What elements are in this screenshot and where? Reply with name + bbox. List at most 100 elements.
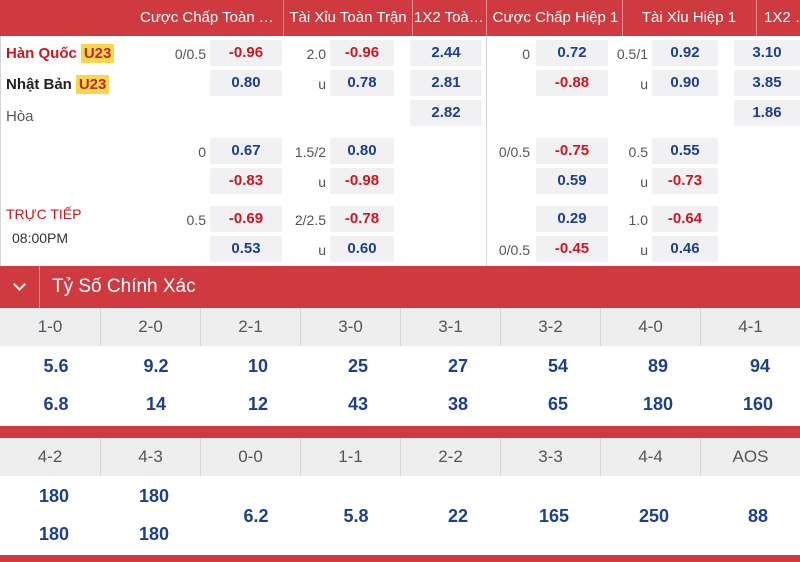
handicap-line: 0/0.5 (498, 144, 530, 160)
score-odds[interactable]: 25 (347, 356, 369, 376)
odds-button[interactable]: -0.75 (536, 138, 608, 164)
score-odds[interactable]: 94 (749, 356, 771, 376)
chevron-down-icon[interactable] (0, 266, 40, 308)
col-header-overunder-ft[interactable]: Tài Xỉu Toàn Trận (289, 9, 407, 26)
odds-button[interactable]: -0.69 (210, 206, 282, 232)
score-odds[interactable]: 12 (247, 394, 269, 414)
score-odds[interactable]: 165 (538, 506, 570, 526)
odds-button[interactable]: 0.60 (330, 236, 394, 262)
score-odds[interactable]: 27 (447, 356, 469, 376)
odds-button[interactable]: 2.44 (410, 40, 482, 66)
score-odds[interactable]: 5.8 (343, 506, 369, 526)
column-divider (486, 36, 487, 266)
odds-button[interactable]: 0.80 (210, 70, 282, 96)
score-odds[interactable]: 43 (347, 394, 369, 414)
total-line: u (640, 242, 648, 258)
col-header-handicap-ft[interactable]: Cược Chấp Toàn Trận (140, 9, 280, 26)
total-line: 1.0 (628, 212, 648, 228)
col-header-overunder-h1[interactable]: Tài Xỉu Hiệp 1 (641, 9, 737, 26)
away-team: Nhật Bản U23 (6, 75, 110, 94)
total-line: u (318, 174, 326, 190)
score-odds[interactable]: 180 (642, 394, 674, 414)
match-time: 08:00PM (12, 230, 69, 246)
score-odds[interactable]: 88 (747, 506, 769, 526)
total-line: u (318, 76, 326, 92)
odds-button[interactable]: 1.86 (734, 100, 800, 126)
odds-button[interactable]: 0.53 (210, 236, 282, 262)
score-odds[interactable]: 5.6 (43, 356, 69, 376)
total-line: u (318, 242, 326, 258)
col-header-1x2-ft[interactable]: 1X2 Toàn Trận (414, 9, 484, 26)
score-label: 4-0 (600, 308, 700, 346)
odds-button[interactable]: 0.29 (536, 206, 608, 232)
left-border (0, 36, 1, 266)
score-label: 2-1 (200, 308, 300, 346)
score-odds[interactable]: 180 (138, 524, 170, 544)
odds-button[interactable]: 0.78 (330, 70, 394, 96)
col-header-handicap-h1[interactable]: Cược Chấp Hiệp 1 (492, 9, 619, 26)
score-odds[interactable]: 9.2 (143, 356, 169, 376)
score-label: 4-4 (600, 438, 700, 476)
section-title: Tỷ Số Chính Xác (52, 276, 196, 297)
total-line: 2.0 (306, 46, 326, 62)
odds-button[interactable]: 0.72 (536, 40, 608, 66)
odds-button[interactable]: -0.96 (330, 40, 394, 66)
score-label: 4-3 (100, 438, 200, 476)
odds-button[interactable]: -0.83 (210, 168, 282, 194)
score-odds[interactable]: 6.8 (43, 394, 69, 414)
odds-button[interactable]: 2.81 (410, 70, 482, 96)
odds-button[interactable]: -0.73 (652, 168, 718, 194)
odds-button[interactable]: -0.78 (330, 206, 394, 232)
score-odds[interactable]: 38 (447, 394, 469, 414)
bottom-border (0, 555, 800, 562)
odds-button[interactable]: 0.92 (652, 40, 718, 66)
score-label: AOS (700, 438, 800, 476)
home-team: Hàn Quốc U23 (6, 44, 115, 63)
score-odds[interactable]: 250 (638, 506, 670, 526)
odds-button[interactable]: 3.85 (734, 70, 800, 96)
score-odds[interactable]: 54 (547, 356, 569, 376)
row-separator (0, 426, 800, 438)
total-line: u (640, 76, 648, 92)
score-odds[interactable]: 180 (38, 524, 70, 544)
odds-button[interactable]: 0.80 (330, 138, 394, 164)
odds-button[interactable]: -0.98 (330, 168, 394, 194)
score-label: 2-2 (400, 438, 500, 476)
handicap-line: 0 (522, 46, 530, 62)
total-line: u (640, 174, 648, 190)
odds-button[interactable]: 0.90 (652, 70, 718, 96)
odds-button[interactable]: -0.88 (536, 70, 608, 96)
odds-button[interactable]: 3.10 (734, 40, 800, 66)
score-header-row: 1-0 2-0 2-1 3-0 3-1 3-2 4-0 4-1 (0, 308, 800, 346)
score-odds[interactable]: 6.2 (243, 506, 269, 526)
odds-button[interactable]: 0.67 (210, 138, 282, 164)
score-odds[interactable]: 65 (547, 394, 569, 414)
score-odds[interactable]: 22 (447, 506, 469, 526)
score-odds[interactable]: 10 (247, 356, 269, 376)
odds-button[interactable]: -0.64 (652, 206, 718, 232)
home-team-badge: U23 (80, 44, 115, 63)
correct-score-section-header[interactable]: Tỷ Số Chính Xác (0, 266, 800, 308)
score-odds[interactable]: 89 (647, 356, 669, 376)
odds-button[interactable]: 0.46 (652, 236, 718, 262)
col-header-1x2-h1[interactable]: 1X2 Hiệp 1 (764, 9, 800, 26)
score-label: 1-1 (300, 438, 400, 476)
score-label: 3-2 (500, 308, 600, 346)
draw-label: Hòa (6, 108, 34, 125)
score-odds[interactable]: 180 (38, 486, 70, 506)
total-line: 0.5 (628, 144, 648, 160)
score-label: 0-0 (200, 438, 300, 476)
odds-button[interactable]: 0.55 (652, 138, 718, 164)
score-odds[interactable]: 180 (138, 486, 170, 506)
odds-button[interactable]: -0.45 (536, 236, 608, 262)
odds-button[interactable]: 2.82 (410, 100, 482, 126)
score-label: 4-1 (700, 308, 800, 346)
score-label: 3-1 (400, 308, 500, 346)
total-line: 2/2.5 (294, 212, 326, 228)
odds-button[interactable]: 0.59 (536, 168, 608, 194)
live-status: TRỰC TIẾP (6, 206, 82, 222)
odds-header: Cược Chấp Toàn Trận Tài Xỉu Toàn Trận 1X… (0, 0, 800, 36)
odds-button[interactable]: -0.96 (210, 40, 282, 66)
score-odds[interactable]: 14 (145, 394, 167, 414)
score-odds[interactable]: 160 (742, 394, 774, 414)
